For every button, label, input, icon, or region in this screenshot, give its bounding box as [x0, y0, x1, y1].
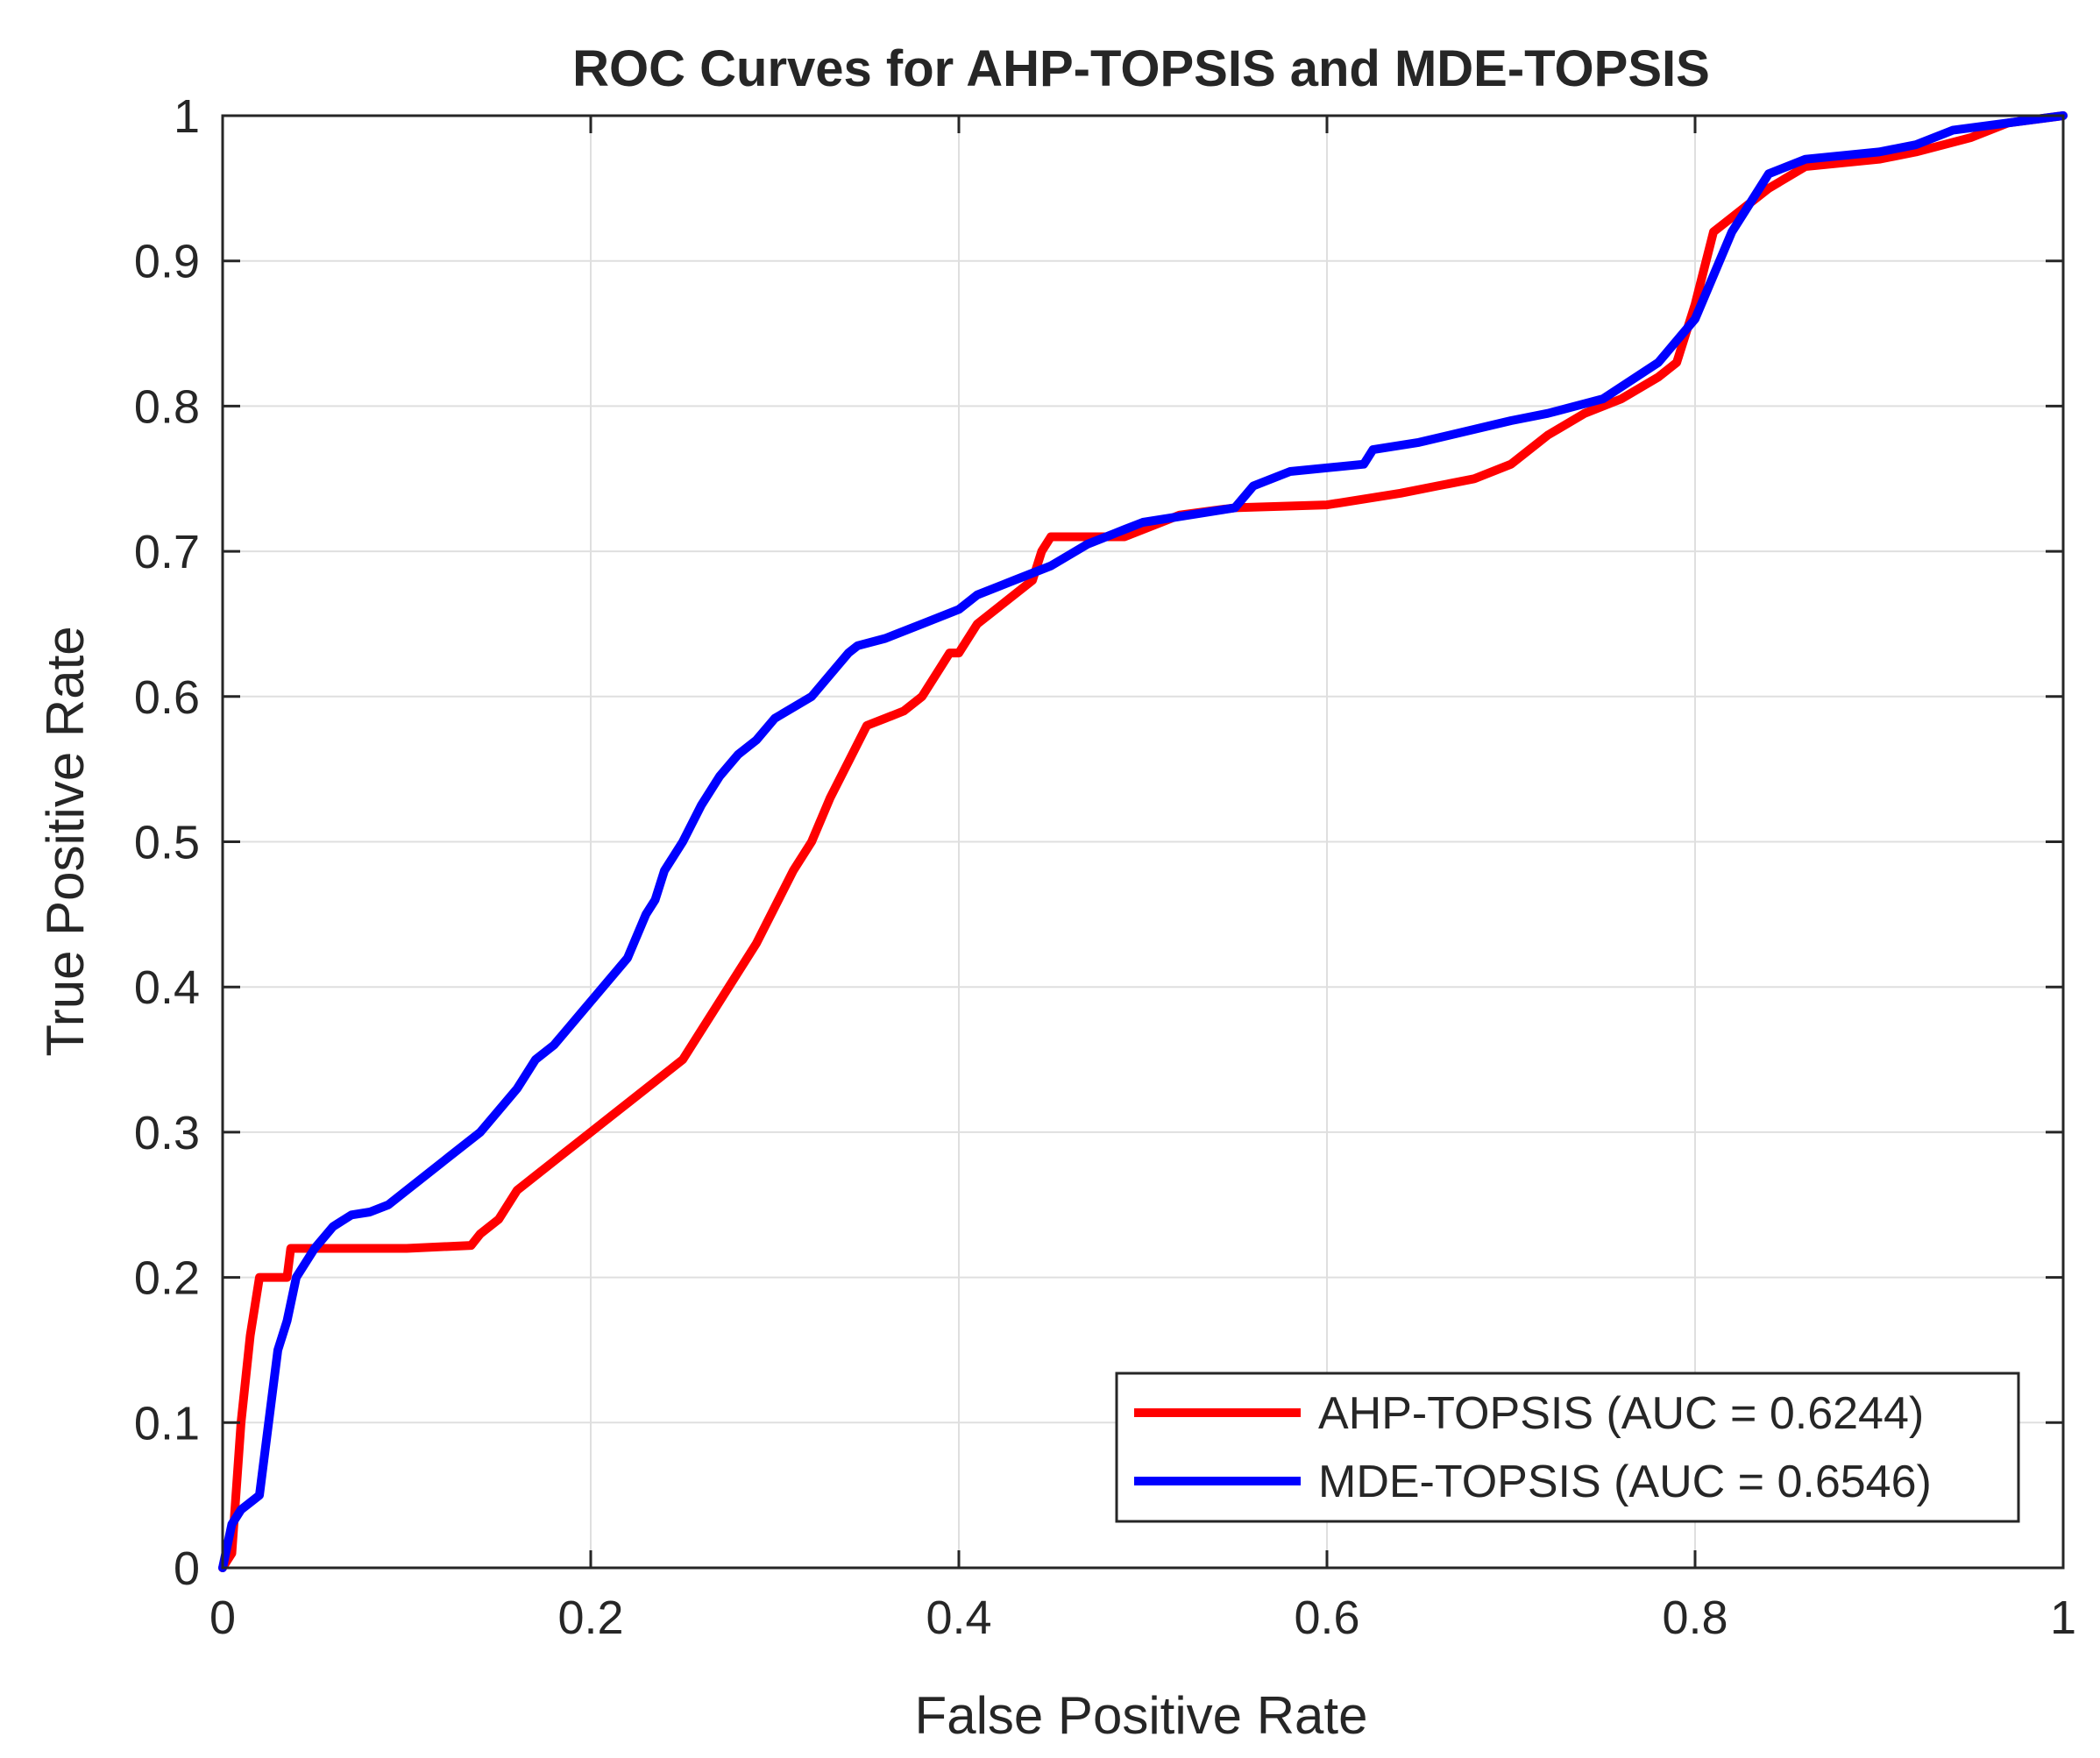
series-line-ahp-topsis [218, 111, 2068, 1572]
chart-title: ROC Curves for AHP-TOPSIS and MDE-TOPSIS [572, 40, 1710, 97]
y-tick-label: 0.4 [134, 961, 200, 1014]
x-tick-label: 0 [209, 1591, 236, 1644]
y-tick-label: 1 [174, 90, 200, 143]
y-tick-label: 0.1 [134, 1397, 200, 1450]
y-tick-label: 0.6 [134, 671, 200, 724]
y-tick-label: 0.8 [134, 380, 200, 433]
y-axis-label: True Positive Rate [36, 626, 95, 1056]
y-tick-labels: 0 0.1 0.2 0.3 0.4 0.5 0.6 0.7 0.8 0.9 1 [134, 90, 200, 1595]
x-tick-label: 0.2 [557, 1591, 623, 1644]
legend-label-ahp: AHP-TOPSIS (AUC = 0.6244) [1318, 1388, 1924, 1439]
x-tick-label: 0.8 [1662, 1591, 1728, 1644]
y-tick-label: 0.9 [134, 236, 200, 288]
x-tick-labels: 0 0.2 0.4 0.6 0.8 1 [209, 1591, 2076, 1644]
x-tick-label: 0.4 [926, 1591, 991, 1644]
x-axis-label: False Positive Rate [915, 1686, 1368, 1745]
series-line-mde-topsis [218, 111, 2068, 1572]
y-tick-label: 0.7 [134, 526, 200, 578]
y-tick-label: 0.5 [134, 817, 200, 869]
y-tick-label: 0 [174, 1542, 200, 1595]
series-group [218, 111, 2068, 1572]
y-tick-label: 0.3 [134, 1107, 200, 1159]
y-tick-label: 0.2 [134, 1252, 200, 1305]
grid [223, 116, 2063, 1568]
legend: AHP-TOPSIS (AUC = 0.6244) MDE-TOPSIS (AU… [1115, 1372, 2020, 1523]
ticks [221, 114, 2065, 1570]
legend-label-mde: MDE-TOPSIS (AUC = 0.6546) [1318, 1457, 1932, 1507]
x-tick-label: 1 [2050, 1591, 2076, 1644]
x-tick-label: 0.6 [1294, 1591, 1359, 1644]
legend-box [1115, 1372, 2020, 1523]
